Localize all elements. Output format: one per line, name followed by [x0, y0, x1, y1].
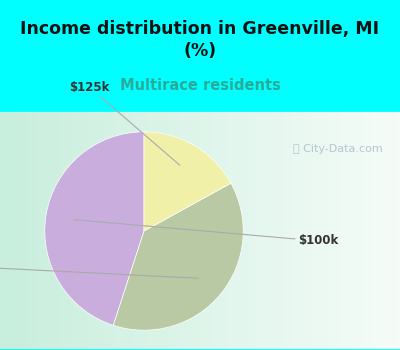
Text: $10k: $10k: [0, 259, 198, 278]
Text: Multirace residents: Multirace residents: [120, 78, 280, 93]
Wedge shape: [113, 183, 243, 330]
Wedge shape: [45, 132, 144, 326]
Text: Income distribution in Greenville, MI
(%): Income distribution in Greenville, MI (%…: [20, 20, 380, 60]
Text: ⓘ City-Data.com: ⓘ City-Data.com: [293, 144, 383, 154]
Text: $100k: $100k: [73, 219, 338, 247]
Wedge shape: [144, 132, 231, 231]
Text: $125k: $125k: [69, 80, 180, 165]
